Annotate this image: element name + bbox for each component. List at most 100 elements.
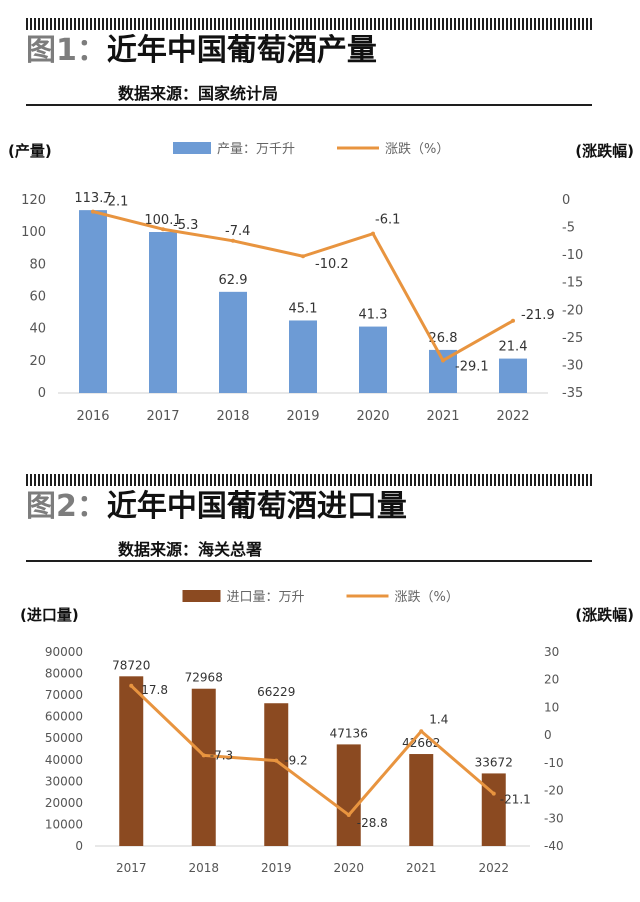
bar-value-label: 100.1	[144, 213, 181, 228]
figure-title: 近年中国葡萄酒进口量	[106, 489, 407, 524]
x-tick-label: 2018	[188, 861, 219, 875]
bar-value-label: 47136	[330, 726, 368, 740]
y-tick-label: 10000	[45, 817, 83, 831]
y-tick-label: 0	[75, 839, 83, 853]
bar-value-label: 41.3	[359, 308, 388, 323]
x-tick-label: 2017	[116, 861, 147, 875]
y2-tick-label: -15	[562, 276, 583, 291]
y2-tick-label: -30	[562, 358, 583, 373]
chart-wine-production: (产量) (涨跌幅) 产量：万千升 涨跌（%） 0 20 40 60 80 100 120 -35 -3…	[8, 141, 634, 424]
y-tick-label: 60	[29, 290, 46, 305]
y-tick-label: 50000	[45, 731, 83, 745]
x-tick-label: 2022	[478, 861, 509, 875]
y-axis-title: (进口量)	[20, 606, 79, 624]
bar	[149, 232, 177, 393]
bar	[264, 703, 289, 846]
y-tick-label: 0	[38, 386, 46, 401]
y2-tick-label: -10	[562, 248, 583, 263]
y-tick-label: 80000	[45, 667, 83, 681]
chart-wine-imports: (进口量) (涨跌幅) 进口量：万升 涨跌（%） 0 10000 20000 30000 400…	[20, 589, 634, 875]
x-tick-label: 2019	[261, 861, 292, 875]
line-point	[161, 227, 165, 232]
figure-heading: 图1：近年中国葡萄酒产量	[26, 36, 377, 66]
x-tick-label: 2017	[146, 409, 179, 424]
line-value-label: -10.2	[315, 257, 349, 272]
y2-tick-label: -20	[562, 303, 583, 318]
y2-tick-label: -30	[544, 811, 564, 825]
y2-tick-label: -25	[562, 331, 583, 346]
bar-value-label: 72968	[185, 671, 223, 685]
line-point	[301, 254, 305, 259]
y-tick-label: 120	[21, 193, 46, 208]
y2-tick-label: 30	[544, 645, 559, 659]
y-tick-label: 90000	[45, 645, 83, 659]
y2-tick-label: -35	[562, 386, 583, 401]
line-point	[371, 231, 375, 236]
bar-value-label: 21.4	[499, 340, 528, 355]
data-source: 数据来源：海关总署	[118, 540, 263, 559]
y-tick-label: 100	[21, 225, 46, 240]
change-line	[130, 684, 495, 817]
bar	[289, 320, 317, 393]
y2-tick-label: 0	[562, 193, 570, 208]
line-point	[491, 791, 496, 796]
bar-value-label: 66229	[257, 685, 295, 699]
bar-value-label: 45.1	[289, 301, 318, 316]
bar-value-label: 78720	[112, 658, 150, 672]
line-value-label: -7.3	[210, 748, 233, 762]
line-value-label: -29.1	[455, 359, 489, 374]
y2-tick-label: -40	[544, 839, 564, 853]
legend-line-label: 涨跌（%）	[385, 141, 449, 157]
line-value-label: 1.4	[429, 712, 448, 726]
line-value-label: -5.3	[173, 218, 198, 233]
bar	[429, 349, 457, 393]
line-value-label: -2.1	[103, 195, 128, 210]
y-axis-title: (产量)	[8, 142, 52, 160]
line-point	[511, 318, 515, 323]
y-tick-label: 20	[29, 354, 46, 369]
line-value-label: -21.9	[521, 308, 555, 323]
legend-line-label: 涨跌（%）	[395, 589, 459, 605]
y2-tick-label: -10	[544, 756, 564, 770]
bar-value-label: 26.8	[429, 331, 458, 346]
y-tick-label: 40	[29, 322, 46, 337]
line-value-label: -9.2	[284, 754, 307, 768]
legend-bar-label: 进口量：万升	[227, 590, 305, 605]
legend-bar-label: 产量：万千升	[217, 142, 295, 157]
y-tick-label: 40000	[45, 753, 83, 767]
bar	[409, 754, 434, 846]
x-tick-label: 2019	[286, 409, 319, 424]
line-point	[201, 753, 206, 758]
x-tick-label: 2020	[333, 861, 364, 875]
line-point	[129, 683, 134, 688]
bar	[336, 744, 361, 846]
decorative-tick-bar	[26, 474, 592, 486]
y2-tick-label: 0	[544, 728, 552, 742]
line-value-label: -28.8	[357, 816, 388, 830]
line-point	[231, 238, 235, 243]
divider	[26, 560, 592, 562]
bar	[499, 358, 527, 393]
line-point	[419, 729, 424, 734]
legend-bar-swatch	[173, 142, 211, 154]
line-value-label: -21.1	[500, 793, 531, 807]
bar-value-label: 113.7	[74, 191, 111, 206]
y-tick-label: 30000	[45, 774, 83, 788]
bar-value-label: 33672	[475, 755, 513, 769]
bar	[191, 688, 216, 846]
line-point	[91, 209, 95, 214]
decorative-tick-bar	[26, 18, 592, 30]
bar	[79, 210, 107, 393]
y-tick-label: 70000	[45, 688, 83, 702]
y-tick-label: 20000	[45, 796, 83, 810]
figure-1: 图1：近年中国葡萄酒产量 数据来源：国家统计局 (产量) (涨跌幅) 产量：万千升 涨…	[0, 0, 640, 450]
figure-number: 图1：	[26, 33, 107, 68]
data-source: 数据来源：国家统计局	[118, 84, 279, 103]
figure-number: 图2：	[26, 489, 107, 524]
bar	[481, 773, 506, 846]
line-value-label: -6.1	[375, 213, 400, 228]
x-tick-label: 2016	[76, 409, 109, 424]
x-tick-label: 2021	[406, 861, 437, 875]
line-point	[274, 758, 279, 763]
bar-value-label: 62.9	[219, 273, 248, 288]
